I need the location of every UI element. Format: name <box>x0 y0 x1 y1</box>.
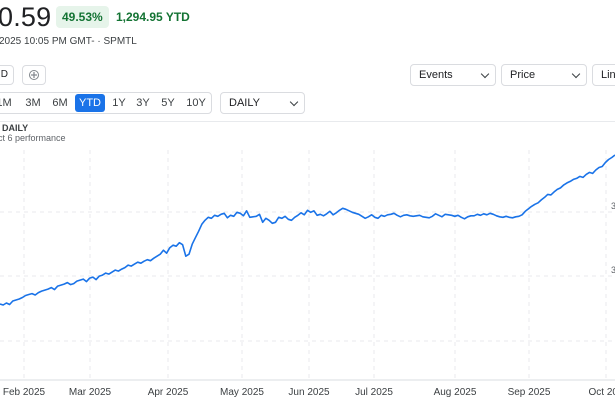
current-price: 0.59 <box>0 2 52 32</box>
range-1y[interactable]: 1Y <box>112 97 126 109</box>
y-tick-label: 3 <box>611 265 615 275</box>
y-tick-label: 3 <box>611 201 615 211</box>
absolute-change: 1,294.95 YTD <box>116 10 190 24</box>
range-10y[interactable]: 10Y <box>186 97 206 109</box>
range-5y[interactable]: 5Y <box>161 97 175 109</box>
plus-circle-icon <box>29 70 39 80</box>
chart-subtitle: ct 6 performance <box>0 133 66 143</box>
events-dropdown-label: Events <box>419 69 453 81</box>
chart-grid <box>0 150 615 381</box>
x-tick-label: Apr 2025 <box>148 387 189 398</box>
range-3y[interactable]: 3Y <box>136 97 150 109</box>
price-dropdown[interactable]: Price <box>501 64 587 86</box>
chart-top-divider <box>0 121 615 122</box>
x-tick-label: Jul 2025 <box>355 387 393 398</box>
interval-dropdown[interactable]: DAILY <box>220 92 305 114</box>
range-ytd[interactable]: YTD <box>75 94 105 112</box>
x-tick-label: Mar 2025 <box>69 387 112 398</box>
add-comparison-button[interactable] <box>22 65 46 85</box>
range-1m[interactable]: 1M <box>0 97 12 109</box>
x-tick-label: Jun 2025 <box>288 387 330 398</box>
quote-timestamp: 2025 10:05 PM GMT- · SPMTL <box>0 36 137 47</box>
x-tick-label: May 2025 <box>220 387 264 398</box>
x-tick-label: Sep 2025 <box>508 387 551 398</box>
range-3m[interactable]: 3M <box>25 97 41 109</box>
chart-interval-label: DAILY <box>2 123 29 133</box>
y-axis-labels: 33 <box>611 201 615 275</box>
x-axis-labels: Feb 2025 Mar 2025 Apr 2025 May 2025 Jun 2025… <box>3 387 615 398</box>
chart-type-dropdown-label: Lin <box>601 69 615 81</box>
toolbar-left-button[interactable]: D <box>0 65 14 85</box>
x-tick-label: Aug 2025 <box>434 387 477 398</box>
chart-type-dropdown[interactable]: Lin <box>592 64 615 86</box>
x-tick-label: Oct 202 <box>588 387 615 398</box>
interval-dropdown-label: DAILY <box>229 97 260 109</box>
range-6m[interactable]: 6M <box>52 97 68 109</box>
time-range-selector: 1M 3M 6M YTD 1Y 3Y 5Y 10Y <box>0 92 212 114</box>
events-dropdown[interactable]: Events <box>410 64 496 86</box>
price-series-line <box>0 154 615 306</box>
percent-change-badge: 49.53% <box>56 6 109 28</box>
price-dropdown-label: Price <box>510 69 536 81</box>
x-tick-label: Feb 2025 <box>3 387 46 398</box>
